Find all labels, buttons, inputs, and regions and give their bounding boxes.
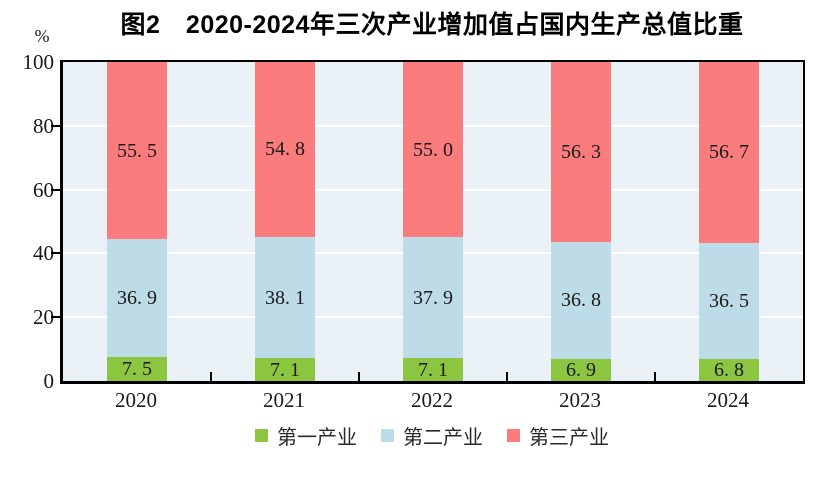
- y-axis-label: 80: [33, 113, 54, 138]
- stacked-bar-2022: 7. 1 37. 9 55. 0: [403, 62, 463, 381]
- bar-segment-第三产业-2024: 56. 7: [699, 62, 759, 243]
- bar-segment-第一产业-2022: 7. 1: [403, 358, 463, 381]
- data-label: 7. 1: [418, 358, 448, 381]
- y-axis-label: 100: [22, 50, 55, 74]
- bar-segment-第二产业-2023: 36. 8: [551, 241, 611, 359]
- y-tick-40: [51, 252, 60, 255]
- bar-segment-第三产业-2022: 55. 0: [403, 62, 463, 238]
- plot-area: 7. 5 36. 9 55. 5 7. 1 38. 1 54. 8 7. 1 37. 9 55.…: [60, 60, 805, 384]
- legend-swatch-icon: [507, 429, 520, 442]
- bar-segment-第一产业-2020: 7. 5: [107, 357, 167, 381]
- bar-segment-第二产业-2020: 36. 9: [107, 239, 167, 358]
- data-label: 54. 8: [265, 138, 305, 161]
- x-axis-label-2020: 2020: [115, 388, 157, 412]
- legend-item-第一产业: 第一产业: [255, 421, 357, 450]
- x-axis-label-2022: 2022: [411, 388, 453, 412]
- data-label: 36. 8: [561, 289, 601, 312]
- legend-label: 第一产业: [277, 427, 357, 449]
- y-tick-60: [51, 188, 60, 191]
- data-label: 56. 3: [561, 140, 601, 163]
- legend-label: 第三产业: [529, 427, 609, 449]
- bar-segment-第一产业-2024: 6. 8: [699, 359, 759, 381]
- y-tick-20: [51, 316, 60, 319]
- stacked-bar-2024: 6. 8 36. 5 56. 7: [699, 62, 759, 381]
- stacked-bar-2021: 7. 1 38. 1 54. 8: [255, 62, 315, 381]
- chart-legend: 第一产业 第二产业 第三产业: [62, 421, 802, 450]
- data-label: 56. 7: [709, 141, 749, 164]
- x-axis-label-2023: 2023: [559, 388, 601, 412]
- data-label: 38. 1: [265, 286, 305, 309]
- x-axis-label-2021: 2021: [263, 388, 305, 412]
- legend-item-第三产业: 第三产业: [507, 421, 609, 450]
- bar-segment-第三产业-2020: 55. 5: [107, 62, 167, 240]
- legend-swatch-icon: [381, 429, 394, 442]
- x-axis-minor-tick: [210, 372, 212, 381]
- y-axis-label: 0: [43, 369, 55, 393]
- bar-segment-第二产业-2024: 36. 5: [699, 242, 759, 360]
- y-axis-label: 20: [33, 305, 54, 330]
- data-label: 6. 9: [566, 359, 596, 381]
- data-label: 36. 9: [117, 287, 157, 310]
- legend-label: 第二产业: [403, 427, 483, 449]
- stacked-bar-2023: 6. 9 36. 8 56. 3: [551, 62, 611, 381]
- x-axis-minor-tick: [654, 372, 656, 381]
- data-label: 37. 9: [413, 286, 453, 309]
- y-axis-label: 40: [33, 241, 54, 266]
- y-axis-unit-label: %: [34, 26, 50, 46]
- bar-segment-第二产业-2021: 38. 1: [255, 236, 315, 359]
- data-label: 7. 5: [122, 358, 152, 381]
- legend-item-第二产业: 第二产业: [381, 421, 483, 450]
- x-axis-minor-tick: [358, 372, 360, 381]
- data-label: 55. 5: [117, 139, 157, 162]
- data-label: 55. 0: [413, 138, 453, 161]
- x-axis-minor-tick: [506, 372, 508, 381]
- data-label: 6. 8: [714, 359, 744, 382]
- bar-segment-第三产业-2021: 54. 8: [255, 62, 315, 237]
- bar-segment-第一产业-2021: 7. 1: [255, 358, 315, 381]
- bar-segment-第一产业-2023: 6. 9: [551, 359, 611, 381]
- y-axis-label: 60: [33, 177, 54, 202]
- legend-swatch-icon: [255, 429, 268, 442]
- bar-segment-第三产业-2023: 56. 3: [551, 62, 611, 242]
- stacked-bar-2020: 7. 5 36. 9 55. 5: [107, 62, 167, 381]
- bar-segment-第二产业-2022: 37. 9: [403, 237, 463, 359]
- data-label: 36. 5: [709, 290, 749, 313]
- y-tick-80: [51, 124, 60, 127]
- data-label: 7. 1: [270, 358, 300, 381]
- x-axis-label-2024: 2024: [707, 388, 749, 412]
- chart-title: 图2 2020-2024年三次产业增加值占国内生产总值比重: [120, 11, 744, 39]
